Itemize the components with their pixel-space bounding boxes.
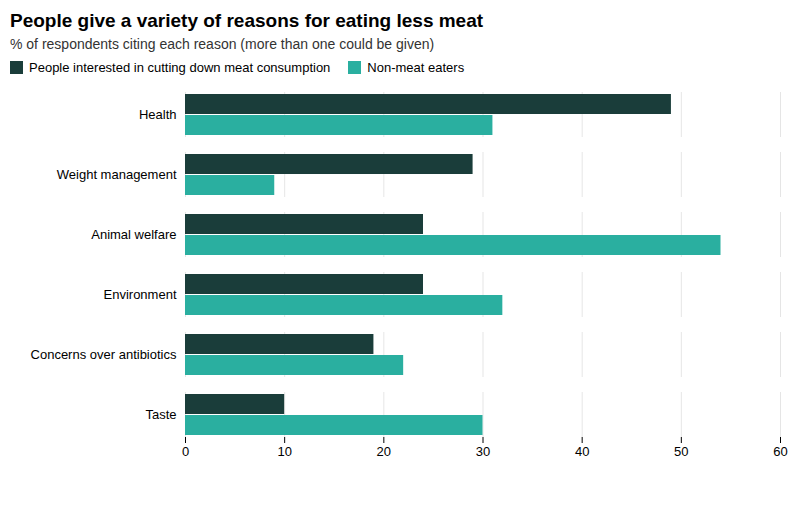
svg-text:30: 30	[476, 444, 490, 459]
svg-text:Weight management: Weight management	[57, 167, 177, 182]
svg-text:60: 60	[773, 444, 787, 459]
svg-text:20: 20	[377, 444, 391, 459]
svg-text:10: 10	[277, 444, 291, 459]
html-text:People give a variety of reaso: People give a variety of reasons for eat…	[10, 10, 484, 31]
svg-text:Taste: Taste	[145, 407, 176, 422]
svg-text:40: 40	[575, 444, 589, 459]
html-text:People interested in cutting d: People interested in cutting down meat c…	[29, 60, 331, 75]
svg-text:50: 50	[674, 444, 688, 459]
svg-text:Concerns over antibiotics: Concerns over antibiotics	[31, 347, 177, 362]
svg-text:0: 0	[182, 444, 189, 459]
svg-text:Animal welfare: Animal welfare	[91, 227, 176, 242]
html-text:% of respondents citing each r: % of respondents citing each reason (mor…	[10, 36, 435, 52]
html-text:Non-meat eaters: Non-meat eaters	[367, 60, 465, 75]
svg-text:Environment: Environment	[104, 287, 177, 302]
svg-text:Health: Health	[139, 107, 177, 122]
